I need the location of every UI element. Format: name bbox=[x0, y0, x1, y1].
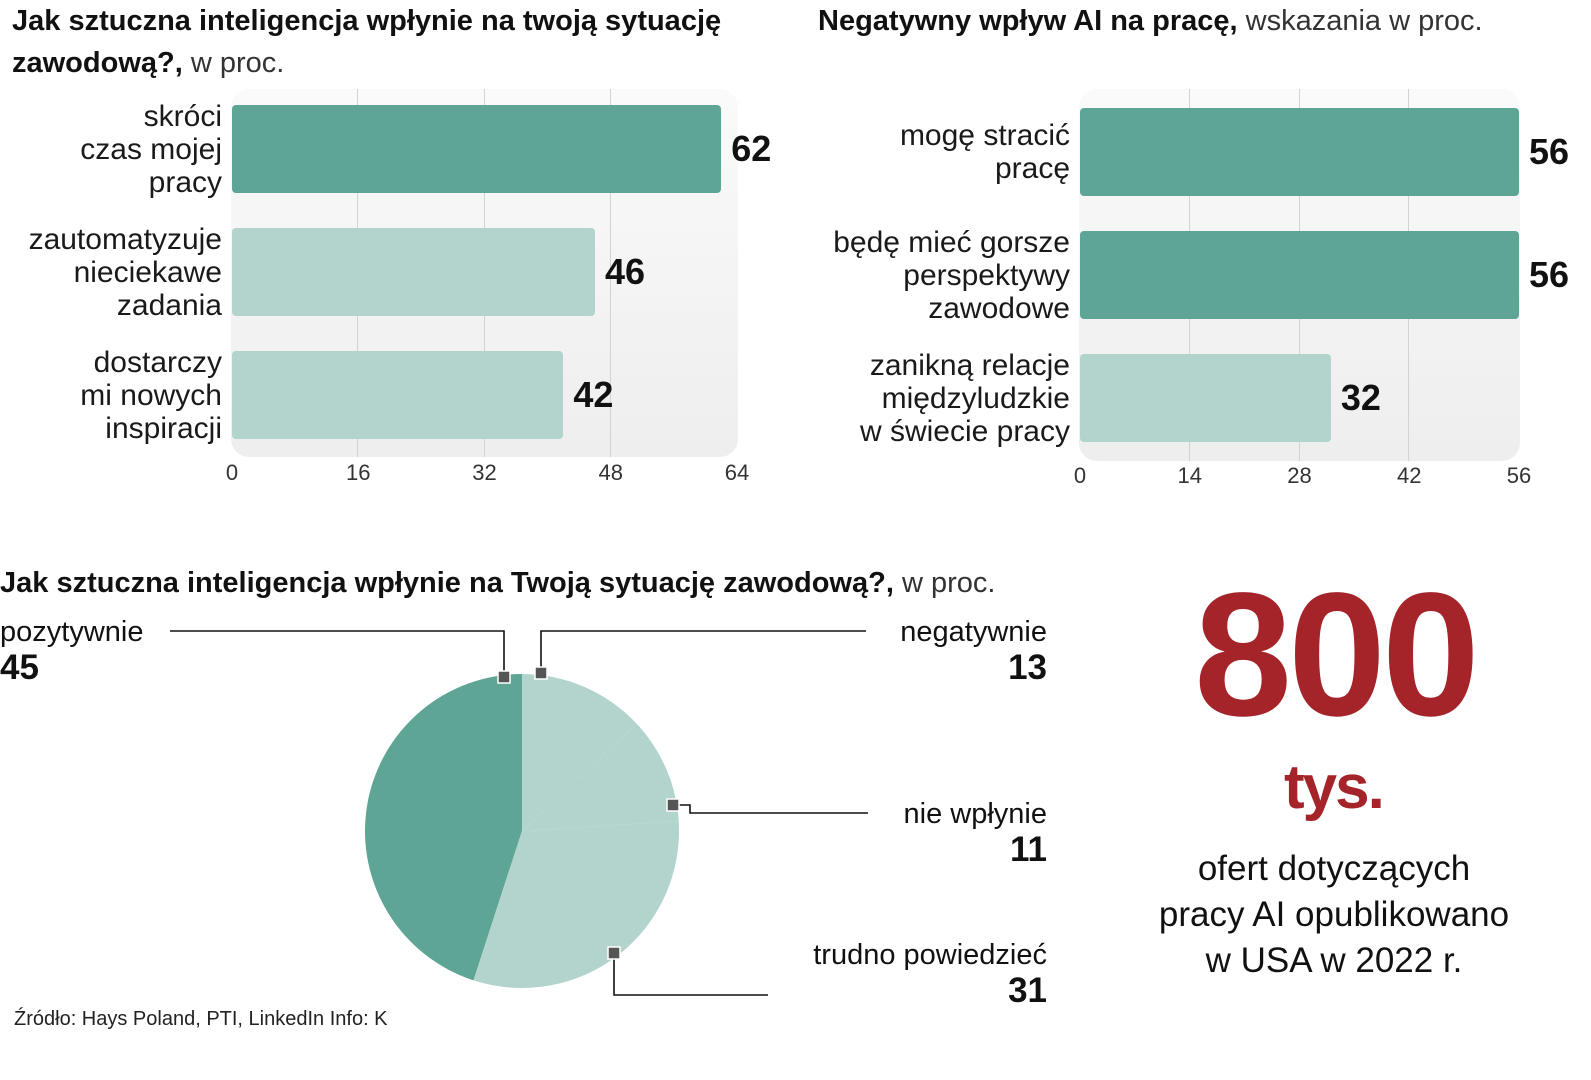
stat-unit: tys. bbox=[1284, 753, 1385, 822]
source-note: Źródło: Hays Poland, PTI, LinkedIn Info:… bbox=[14, 1008, 388, 1030]
chart1-title-text: Jak sztuczna inteligencja wpłynie na two… bbox=[12, 5, 722, 79]
bar-category-label: zanikną relacje międzyludzkie w świecie … bbox=[859, 348, 1070, 448]
pie-value-trudno-powiedziec: 31 bbox=[1008, 971, 1047, 1010]
bar-zautomatyzuje bbox=[232, 228, 595, 316]
bar-moge-stracic bbox=[1080, 108, 1519, 196]
chart1-title-suffix: w proc. bbox=[190, 47, 285, 79]
bar-value-label: 42 bbox=[573, 374, 614, 415]
stat-number: 800 bbox=[1194, 557, 1480, 753]
pie-label-pozytywnie: pozytywnie 45 bbox=[0, 614, 143, 686]
chart3-title-text: Jak sztuczna inteligencja wpłynie na Two… bbox=[0, 567, 894, 599]
bar-dostarczy bbox=[232, 351, 564, 439]
x-tick-label: 42 bbox=[1397, 463, 1422, 488]
pie-label-nie-wplynie: nie wpłynie 11 bbox=[904, 796, 1047, 868]
leader-line-negatywnie bbox=[540, 630, 866, 673]
bar-skroci bbox=[232, 105, 722, 193]
x-tick-label: 14 bbox=[1177, 463, 1202, 488]
bar-category-label: mogę stracić pracę bbox=[899, 119, 1070, 185]
bar-category-label: dostarczy mi nowych inspiracji bbox=[80, 345, 222, 445]
pie-category-trudno-powiedziec: trudno powiedzieć bbox=[813, 939, 1047, 971]
bar-bede-miec-gorsze bbox=[1080, 231, 1519, 319]
pie-slice-pozytywnie bbox=[365, 674, 522, 981]
chart3-title-suffix: w proc. bbox=[901, 567, 996, 599]
pie-label-negatywnie: negatywnie 13 bbox=[900, 614, 1047, 686]
pie-value-negatywnie: 13 bbox=[1008, 648, 1047, 687]
leader-line-pozytywnie bbox=[170, 630, 505, 677]
chart1-title: Jak sztuczna inteligencja wpłynie na two… bbox=[12, 0, 772, 84]
leader-marker bbox=[666, 798, 680, 812]
pie-chart bbox=[170, 630, 868, 996]
bar-value-label: 46 bbox=[604, 251, 646, 292]
x-tick-label: 0 bbox=[225, 460, 239, 485]
chart2-title-text: Negatywny wpływ AI na pracę, bbox=[818, 5, 1238, 37]
pie-slice-nie-wpynie bbox=[522, 723, 679, 831]
x-tick-label: 32 bbox=[472, 460, 497, 485]
bar-value-label: 62 bbox=[731, 128, 772, 169]
pie-category-pozytywnie: pozytywnie bbox=[0, 616, 144, 648]
bar-zanikna-relacje bbox=[1080, 354, 1331, 442]
x-tick-label: 16 bbox=[346, 460, 371, 485]
leader-line-trudno-powiedziec bbox=[613, 953, 768, 996]
x-tick-label: 64 bbox=[724, 460, 750, 485]
bar-category-label: zautomatyzuje nieciekawe zadania bbox=[28, 222, 222, 322]
x-tick-label: 0 bbox=[1073, 463, 1087, 488]
chart2-title-suffix: wskazania w proc. bbox=[1245, 5, 1483, 37]
x-tick-label: 28 bbox=[1287, 463, 1312, 488]
stat-description: ofert dotyczących pracy AI opublikowano … bbox=[1158, 849, 1510, 980]
x-tick-label: 56 bbox=[1506, 463, 1532, 488]
x-tick-label: 48 bbox=[598, 460, 623, 485]
pie-category-negatywnie: negatywnie bbox=[900, 616, 1047, 648]
bar-value-label: 56 bbox=[1529, 254, 1570, 295]
leader-marker bbox=[607, 946, 621, 960]
bar-category-label: będę mieć gorsze perspektywy zawodowe bbox=[833, 225, 1070, 325]
pie-category-nie-wplynie: nie wpłynie bbox=[903, 798, 1047, 830]
gridline bbox=[609, 89, 611, 457]
leader-marker bbox=[534, 666, 548, 680]
bar-category-label: skróci czas mojej pracy bbox=[80, 99, 222, 199]
bar-value-label: 32 bbox=[1340, 377, 1381, 418]
chart3-title: Jak sztuczna inteligencja wpłynie na Two… bbox=[0, 562, 1060, 604]
leader-line-nie-wpynie bbox=[673, 804, 868, 814]
pie-slice-negatywnie bbox=[522, 674, 637, 831]
pie-value-pozytywnie: 45 bbox=[0, 648, 39, 687]
pie-value-nie-wplynie: 11 bbox=[1010, 830, 1047, 869]
chart2-title: Negatywny wpływ AI na pracę, wskazania w… bbox=[818, 0, 1588, 42]
pie-slice-trudno-powiedziec bbox=[473, 821, 679, 988]
bar-value-label: 56 bbox=[1529, 131, 1570, 172]
pie-label-trudno-powiedziec: trudno powiedzieć 31 bbox=[813, 937, 1047, 1009]
leader-marker bbox=[497, 670, 511, 684]
